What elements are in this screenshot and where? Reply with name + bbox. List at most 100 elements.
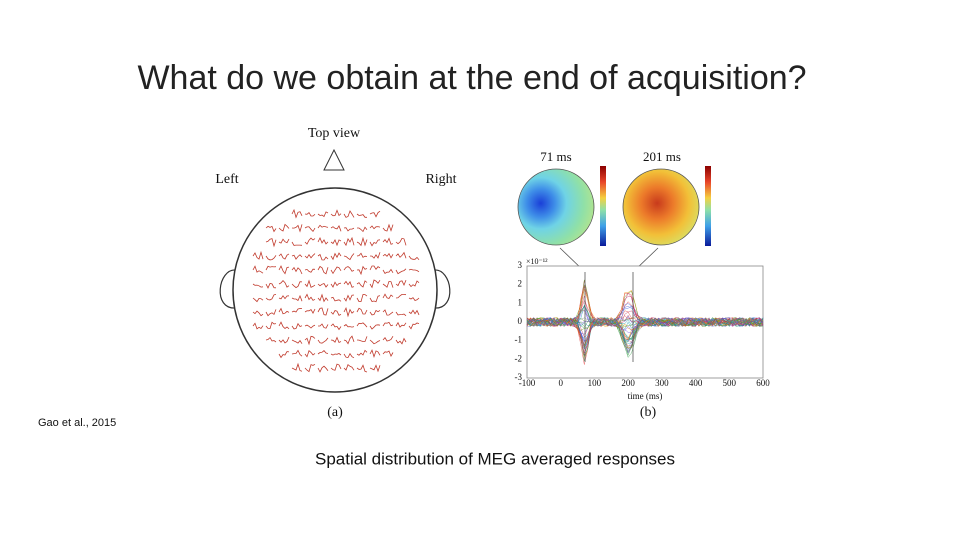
sensor-trace (408, 268, 420, 273)
sensor-trace (317, 253, 329, 261)
x-tick-label: 300 (655, 378, 669, 388)
sensor-trace (395, 237, 407, 246)
sensor-trace (304, 350, 316, 358)
sensor-trace (330, 266, 342, 275)
sensor-trace (317, 350, 329, 355)
sensor-trace (356, 364, 368, 373)
sensor-trace (304, 237, 316, 245)
sensor-trace (343, 253, 355, 261)
panel-heading: Top view (308, 126, 361, 141)
sensor-trace (278, 265, 290, 275)
sensor-trace (265, 255, 277, 261)
sensor-trace (317, 282, 329, 288)
sensor-trace (317, 224, 329, 229)
sensor-trace (408, 322, 420, 330)
sensor-trace (330, 281, 342, 288)
sensor-trace (304, 279, 316, 288)
sensor-trace (318, 323, 329, 329)
sensor-trace (395, 268, 407, 275)
sensor-trace (382, 309, 394, 316)
sensor-trace (317, 365, 329, 373)
waveform (526, 317, 764, 354)
sensor-trace (382, 335, 394, 342)
sensor-trace (330, 225, 342, 232)
sensor-trace (330, 323, 342, 331)
sensor-trace (278, 223, 290, 232)
sensor-trace (369, 349, 381, 358)
sensor-trace (304, 324, 316, 329)
sensor-trace (356, 336, 368, 342)
sensor-trace (330, 252, 342, 261)
x-tick-label: 0 (558, 378, 563, 388)
sensor-trace (291, 224, 303, 233)
sensor-trace (304, 211, 316, 217)
head-outline (232, 187, 438, 393)
sensor-trace (408, 309, 420, 316)
sensor-trace (382, 252, 394, 259)
sensor-trace (330, 363, 342, 371)
sensor-trace (291, 208, 303, 219)
sensor-trace (343, 306, 355, 318)
sensor-trace (317, 337, 329, 344)
colorbar (600, 166, 606, 246)
sensor-trace (343, 335, 355, 345)
sensor-trace (395, 294, 407, 299)
waveform (526, 317, 764, 349)
citation: Gao et al., 2015 (38, 417, 116, 429)
sensor-trace (356, 294, 368, 302)
sensor-trace (265, 294, 277, 301)
x-tick-label: 100 (588, 378, 602, 388)
sensor-trace (382, 223, 394, 232)
sensor-trace (278, 307, 290, 315)
sensor-trace (343, 227, 355, 232)
x-tick-label: 400 (689, 378, 703, 388)
sensor-trace (317, 265, 329, 275)
y-tick-label: 1 (518, 297, 523, 307)
right-ear (433, 269, 451, 309)
topomap (517, 168, 595, 246)
sensor-trace (304, 308, 316, 314)
y-tick-label: -2 (515, 353, 523, 363)
sensor-trace (304, 335, 316, 346)
scale-label: ×10⁻¹² (526, 257, 548, 266)
map-time: 71 ms (540, 149, 571, 164)
sensor-trace (408, 297, 420, 301)
left-label: Left (215, 172, 238, 187)
sensor-trace (382, 280, 394, 288)
sensor-trace (395, 279, 407, 287)
sensor-trace (408, 280, 420, 288)
sensor-trace (317, 211, 329, 218)
x-tick-label: -100 (519, 378, 536, 388)
sensor-trace (265, 225, 277, 233)
sensor-trace (317, 293, 329, 303)
sensor-trace (356, 280, 368, 288)
sensor-trace (291, 308, 303, 313)
sensor-trace (278, 336, 290, 344)
sensor-trace (330, 336, 342, 344)
sensor-trace (343, 210, 355, 218)
sensor-trace (330, 353, 342, 356)
waveform (526, 315, 764, 356)
sensor-trace (395, 311, 407, 317)
sensor-trace (357, 226, 368, 233)
sensor-trace (304, 226, 316, 233)
sensor-trace (278, 321, 290, 330)
left-ear (219, 269, 237, 309)
sensor-trace (356, 307, 368, 315)
sensor-trace (369, 265, 381, 271)
x-tick-label: 500 (723, 378, 737, 388)
sensor-trace (356, 213, 367, 218)
sensor-trace (252, 297, 264, 303)
sensor-trace (356, 349, 368, 356)
panel-label: (b) (640, 405, 657, 420)
sensor-trace (252, 250, 264, 260)
colorbar (705, 166, 711, 246)
y-tick-label: -1 (515, 335, 523, 345)
sensor-trace (369, 252, 381, 259)
sensor-trace (265, 336, 277, 343)
sensor-trace (356, 322, 368, 328)
sensor-trace (304, 268, 316, 273)
slide-title: What do we obtain at the end of acquisit… (137, 59, 806, 97)
